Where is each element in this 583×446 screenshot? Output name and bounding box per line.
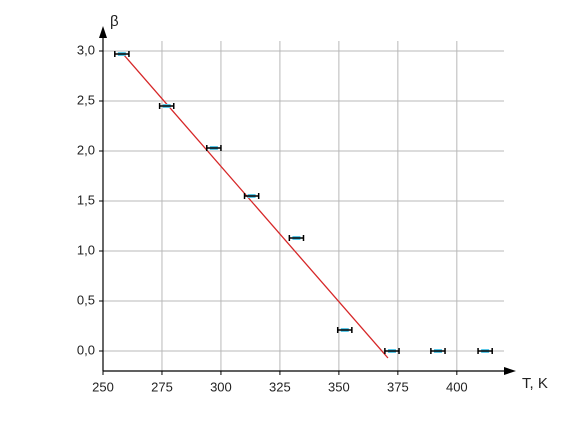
error-bar xyxy=(114,51,130,57)
error-bar xyxy=(243,193,260,199)
y-tick-label: 0,0 xyxy=(77,342,95,357)
error-bar xyxy=(336,327,353,333)
y-tick-label: 0,5 xyxy=(77,292,95,307)
x-tick-label: 300 xyxy=(210,379,232,394)
x-axis-label: T, K xyxy=(522,375,548,392)
error-bar xyxy=(384,348,400,354)
error-bar xyxy=(430,348,446,354)
y-axis-arrow xyxy=(99,26,107,38)
x-tick-label: 250 xyxy=(92,379,114,394)
error-bar xyxy=(477,348,493,354)
x-tick-label: 275 xyxy=(151,379,173,394)
error-bar xyxy=(158,103,175,109)
grid xyxy=(102,41,504,371)
fit-line xyxy=(122,53,389,359)
y-tick-label: 1,0 xyxy=(77,242,95,257)
y-axis-label: β xyxy=(110,13,119,30)
x-tick-label: 400 xyxy=(446,379,468,394)
y-tick-label: 2,0 xyxy=(77,142,95,157)
y-tick-label: 3,0 xyxy=(77,42,95,57)
y-tick-label: 1,5 xyxy=(77,192,95,207)
x-tick-label: 325 xyxy=(269,379,291,394)
error-bar xyxy=(288,235,305,241)
x-tick-label: 375 xyxy=(387,379,409,394)
error-bar xyxy=(206,145,222,151)
x-axis-arrow xyxy=(504,367,516,375)
y-tick-label: 2,5 xyxy=(77,92,95,107)
x-tick-label: 350 xyxy=(328,379,350,394)
